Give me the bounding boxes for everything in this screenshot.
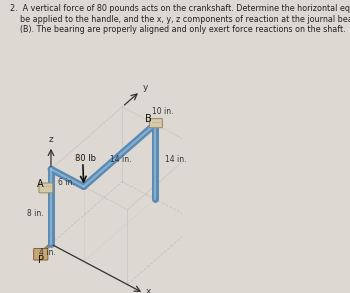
Text: z: z — [48, 135, 53, 144]
Text: 10 in.: 10 in. — [152, 107, 174, 116]
FancyBboxPatch shape — [39, 183, 53, 193]
FancyBboxPatch shape — [149, 119, 162, 128]
Text: 80 lb: 80 lb — [75, 154, 96, 163]
Text: 8 in.: 8 in. — [27, 209, 44, 218]
Text: 4 in.: 4 in. — [39, 248, 56, 257]
Text: 14 in.: 14 in. — [111, 155, 132, 163]
Text: y: y — [143, 83, 148, 92]
Text: 14 in.: 14 in. — [165, 155, 187, 163]
Text: P: P — [38, 255, 44, 265]
Text: B: B — [145, 114, 152, 124]
Text: A: A — [37, 179, 44, 189]
Text: 2.  A vertical force of 80 pounds acts on the crankshaft. Determine the horizont: 2. A vertical force of 80 pounds acts on… — [10, 4, 350, 34]
Text: x: x — [146, 287, 151, 293]
FancyBboxPatch shape — [34, 248, 48, 260]
Text: 6 in.: 6 in. — [58, 178, 75, 187]
